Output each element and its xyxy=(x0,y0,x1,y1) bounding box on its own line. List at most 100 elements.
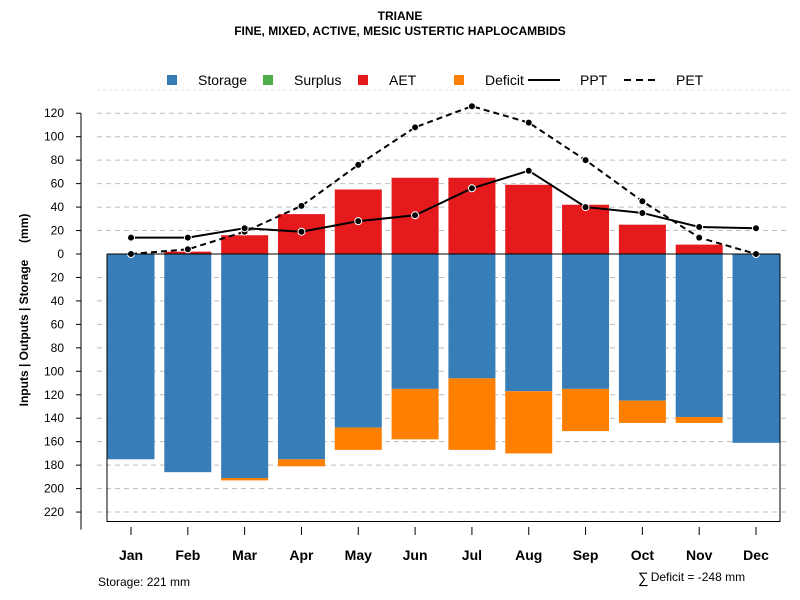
y-tick-label: 80 xyxy=(51,153,65,167)
chart-subtitle: FINE, MIXED, ACTIVE, MESIC USTERTIC HAPL… xyxy=(234,24,566,38)
bar-storage-dec xyxy=(732,254,780,443)
x-tick-label: Dec xyxy=(743,547,769,563)
bar-deficit-mar xyxy=(221,478,269,481)
point-ppt-aug xyxy=(524,166,533,175)
bar-aet-mar xyxy=(221,235,269,254)
bar-storage-apr xyxy=(277,254,325,460)
bar-storage-may xyxy=(334,254,382,428)
bar-aet-aug xyxy=(505,184,553,254)
x-tick-label: Jul xyxy=(462,547,482,563)
legend-item-storage: Storage xyxy=(167,72,247,88)
bar-storage-mar xyxy=(221,254,269,479)
y-tick-label: 40 xyxy=(51,200,65,214)
x-tick-label: Feb xyxy=(175,547,200,563)
x-tick-label: Aug xyxy=(515,547,542,563)
storage-note: Storage: 221 mm xyxy=(98,575,191,589)
y-axis-label: Inputs | Outputs | Storage (mm) xyxy=(17,214,31,407)
bar-storage-jul xyxy=(448,254,496,379)
legend-label-storage: Storage xyxy=(198,72,247,88)
point-pet-apr xyxy=(297,201,306,210)
y-tick-label: 120 xyxy=(44,106,64,120)
legend-item-ppt: PPT xyxy=(528,72,608,88)
legend-swatch-deficit xyxy=(454,75,464,85)
bar-aet-nov xyxy=(675,244,723,254)
point-ppt-jun xyxy=(411,211,420,220)
y-tick-label: 60 xyxy=(51,317,65,331)
point-pet-nov xyxy=(695,233,704,242)
point-pet-feb xyxy=(183,245,192,254)
point-pet-oct xyxy=(638,197,647,206)
chart-title: TRIANE xyxy=(377,9,423,23)
y-tick-label: 200 xyxy=(44,482,64,496)
x-tick-label: Apr xyxy=(289,547,314,563)
bar-deficit-may xyxy=(334,427,382,450)
axes: 1201008060402002040608010012014016018020… xyxy=(44,106,781,563)
bar-storage-jan xyxy=(107,254,155,460)
bar-storage-aug xyxy=(505,254,553,392)
y-tick-label: 140 xyxy=(44,411,64,425)
point-ppt-apr xyxy=(297,227,306,236)
y-tick-label: 20 xyxy=(51,224,65,238)
bar-deficit-jul xyxy=(448,378,496,450)
sum-symbol: ∑ xyxy=(638,570,649,587)
x-tick-label: Nov xyxy=(686,547,713,563)
grid-lines xyxy=(97,89,790,513)
bar-storage-feb xyxy=(164,254,212,473)
y-tick-label: 100 xyxy=(44,364,64,378)
y-tick-label: 100 xyxy=(44,130,64,144)
legend-swatch-storage xyxy=(167,75,177,85)
legend-label-surplus: Surplus xyxy=(294,72,341,88)
point-ppt-mar xyxy=(240,224,249,233)
legend-item-deficit: Deficit xyxy=(454,72,524,88)
point-ppt-dec xyxy=(752,224,761,233)
y-tick-label: 40 xyxy=(51,294,65,308)
x-tick-label: Oct xyxy=(631,547,655,563)
bar-deficit-nov xyxy=(675,417,723,423)
y-tick-label: 160 xyxy=(44,435,64,449)
point-ppt-oct xyxy=(638,208,647,217)
bar-storage-sep xyxy=(562,254,610,389)
deficit-note-text: Deficit = -248 mm xyxy=(650,570,746,584)
point-pet-may xyxy=(354,160,363,169)
bars xyxy=(107,177,780,481)
x-tick-label: May xyxy=(345,547,372,563)
point-ppt-may xyxy=(354,217,363,226)
bar-storage-jun xyxy=(391,254,439,389)
legend-label-aet: AET xyxy=(389,72,417,88)
y-tick-label: 80 xyxy=(51,341,65,355)
point-pet-jun xyxy=(411,123,420,132)
legend-label-deficit: Deficit xyxy=(485,72,524,88)
legend-item-surplus: Surplus xyxy=(263,72,341,88)
bar-storage-oct xyxy=(618,254,666,401)
bar-deficit-jun xyxy=(391,388,439,440)
bar-aet-oct xyxy=(618,224,666,254)
x-tick-label: Jun xyxy=(403,547,428,563)
point-ppt-feb xyxy=(183,233,192,242)
point-pet-sep xyxy=(581,156,590,165)
legend: Storage Surplus AET Deficit PPT PET xyxy=(167,72,704,88)
point-ppt-sep xyxy=(581,203,590,212)
bar-deficit-apr xyxy=(277,459,325,467)
y-tick-label: 220 xyxy=(44,505,64,519)
point-ppt-jul xyxy=(467,184,476,193)
legend-swatch-aet xyxy=(358,75,368,85)
bar-deficit-aug xyxy=(505,391,553,454)
point-ppt-nov xyxy=(695,223,704,232)
y-tick-label: 0 xyxy=(57,247,64,261)
bar-deficit-sep xyxy=(562,388,610,432)
legend-label-ppt: PPT xyxy=(580,72,608,88)
bar-deficit-oct xyxy=(618,400,666,423)
lines xyxy=(127,102,761,258)
y-tick-label: 120 xyxy=(44,388,64,402)
bar-aet-sep xyxy=(562,204,610,254)
storage-frame xyxy=(106,254,781,522)
point-ppt-jan xyxy=(127,233,135,242)
y-tick-label: 180 xyxy=(44,458,64,472)
deficit-note: ∑ Deficit = -248 mm xyxy=(638,570,745,587)
legend-swatch-surplus xyxy=(263,75,273,85)
y-tick-label: 60 xyxy=(51,177,65,191)
x-tick-label: Jan xyxy=(119,547,143,563)
line-ppt xyxy=(131,169,757,239)
x-tick-label: Sep xyxy=(573,547,599,563)
y-tick-label: 20 xyxy=(51,270,65,284)
